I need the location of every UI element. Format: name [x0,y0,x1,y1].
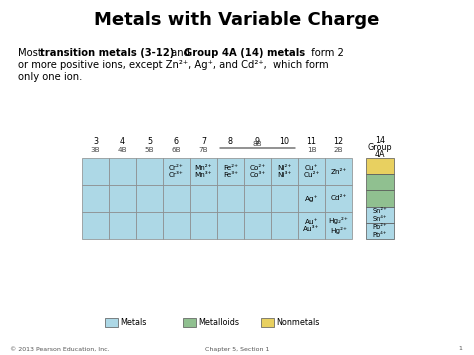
Bar [163,158,190,185]
Bar [244,185,271,212]
Text: Ag⁺: Ag⁺ [305,195,318,202]
Text: 9: 9 [255,137,260,146]
Bar [217,185,244,212]
Text: transition metals (3-12): transition metals (3-12) [40,48,174,58]
Bar [325,185,352,212]
Text: Ni²⁺
Ni³⁺: Ni²⁺ Ni³⁺ [277,165,292,178]
Bar [271,212,298,239]
Text: 4B: 4B [118,147,128,153]
Text: Zn²⁺: Zn²⁺ [330,169,346,175]
Text: 12: 12 [333,137,344,146]
Text: 3: 3 [93,137,98,146]
Bar [136,158,163,185]
Text: 1B: 1B [307,147,316,153]
Bar [366,158,394,174]
Text: 2B: 2B [334,147,343,153]
Text: Au⁺
Au³⁺: Au⁺ Au³⁺ [303,219,319,233]
Bar [217,212,244,239]
Text: Cr²⁺
Cr³⁺: Cr²⁺ Cr³⁺ [169,165,184,178]
Text: Hg₂²⁺
Hg²⁺: Hg₂²⁺ Hg²⁺ [328,218,348,234]
Text: Sn²⁺
Sn⁴⁺: Sn²⁺ Sn⁴⁺ [373,208,387,222]
Text: 11: 11 [307,137,317,146]
Text: 7: 7 [201,137,206,146]
Text: 3B: 3B [91,147,100,153]
Bar [105,318,118,327]
Bar [163,212,190,239]
Bar [82,185,109,212]
Bar [271,158,298,185]
Bar [325,158,352,185]
Bar [82,158,109,185]
Bar [217,158,244,185]
Text: or more positive ions, except Zn²⁺, Ag⁺, and Cd²⁺,  which form: or more positive ions, except Zn²⁺, Ag⁺,… [18,60,328,70]
Text: Chapter 5, Section 1: Chapter 5, Section 1 [205,346,269,351]
Bar [163,185,190,212]
Bar [298,158,325,185]
Text: 14: 14 [375,136,385,145]
Text: 6: 6 [174,137,179,146]
Bar [109,212,136,239]
Text: Pb²⁺
Pb⁴⁺: Pb²⁺ Pb⁴⁺ [373,224,387,238]
Bar [190,185,217,212]
Text: Cu⁺
Cu²⁺: Cu⁺ Cu²⁺ [303,165,319,178]
Text: Fe²⁺
Fe³⁺: Fe²⁺ Fe³⁺ [223,165,238,178]
Bar [325,212,352,239]
Text: Cd²⁺: Cd²⁺ [330,196,346,202]
Text: 6B: 6B [172,147,182,153]
Bar [183,318,196,327]
Text: Group: Group [368,143,392,152]
Text: 1: 1 [458,346,462,351]
Text: form 2: form 2 [308,48,344,58]
Text: 7B: 7B [199,147,208,153]
Text: 4: 4 [120,137,125,146]
Text: © 2013 Pearson Education, Inc.: © 2013 Pearson Education, Inc. [10,346,109,351]
Bar [366,174,394,190]
Bar [136,185,163,212]
Bar [298,185,325,212]
Text: Co²⁺
Co³⁺: Co²⁺ Co³⁺ [249,165,265,178]
Text: 4A: 4A [375,150,385,159]
Text: and: and [168,48,193,58]
Text: Metalloids: Metalloids [198,318,239,327]
Bar [366,223,394,239]
Text: 8B: 8B [253,141,262,147]
Text: Group 4A (14) metals: Group 4A (14) metals [184,48,305,58]
Bar [366,190,394,207]
Text: 5: 5 [147,137,152,146]
Text: 5B: 5B [145,147,155,153]
Text: Mn²⁺
Mn³⁺: Mn²⁺ Mn³⁺ [195,165,212,178]
Bar [82,212,109,239]
Bar [109,158,136,185]
Bar [190,212,217,239]
Text: Metals: Metals [120,318,146,327]
Text: Metals with Variable Charge: Metals with Variable Charge [94,11,380,29]
Bar [190,158,217,185]
Bar [366,207,394,223]
Text: only one ion.: only one ion. [18,72,82,82]
Bar [244,212,271,239]
Text: Nonmetals: Nonmetals [276,318,319,327]
Text: 8: 8 [228,137,233,146]
Bar [136,212,163,239]
Bar [271,185,298,212]
Text: 10: 10 [280,137,290,146]
Text: Most: Most [18,48,45,58]
Bar [109,185,136,212]
Bar [298,212,325,239]
Bar [244,158,271,185]
Bar [261,318,274,327]
